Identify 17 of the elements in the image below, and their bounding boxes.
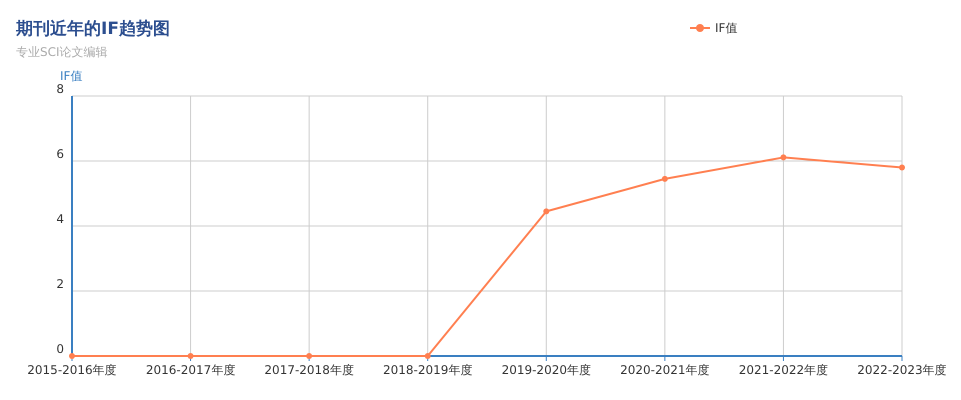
y-tick-label: 8 <box>56 82 64 96</box>
x-tick-label: 2021-2022年度 <box>738 363 828 377</box>
y-tick-label: 4 <box>56 212 64 226</box>
chart-title: 期刊近年的IF趋势图 <box>15 19 170 39</box>
x-tick-label: 2016-2017年度 <box>146 363 236 377</box>
y-tick-label: 0 <box>56 342 64 356</box>
legend-label: IF值 <box>715 21 738 35</box>
x-tick-label: 2018-2019年度 <box>383 363 472 377</box>
x-tick-label: 2019-2020年度 <box>502 363 591 377</box>
x-tick-label: 2017-2018年度 <box>264 363 354 377</box>
x-tick-label: 2022-2023年度 <box>857 363 947 377</box>
y-tick-label: 6 <box>56 147 64 161</box>
y-tick-label: 2 <box>56 277 64 291</box>
x-tick-label: 2015-2016年度 <box>27 363 117 377</box>
chart-subtitle: 专业SCI论文编辑 <box>16 45 108 59</box>
x-tick-label: 2020-2021年度 <box>620 363 710 377</box>
y-axis-title: IF值 <box>60 69 82 83</box>
